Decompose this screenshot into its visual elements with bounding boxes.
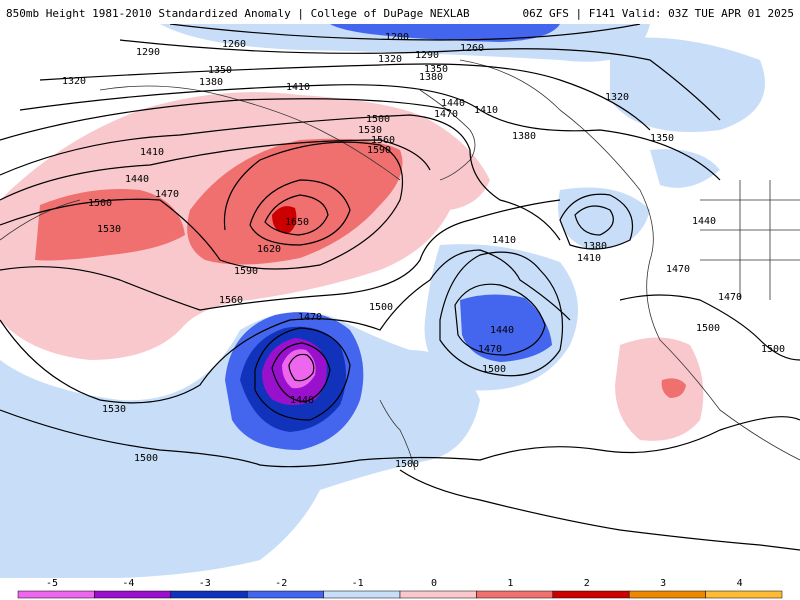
- contour-label: 1410: [140, 147, 164, 158]
- colorbar-tick-label: -1: [352, 578, 364, 589]
- contour-label: 1470: [298, 312, 322, 323]
- contour-label: 1410: [286, 82, 310, 93]
- contour-label: 1440: [125, 174, 149, 185]
- colorbar-segment: [399, 590, 477, 599]
- colorbar-tick-label: 3: [660, 578, 666, 589]
- contour-label: 1350: [208, 65, 232, 76]
- contour-label: 1260: [460, 43, 484, 54]
- colorbar-segment: [628, 590, 706, 599]
- contour-label: 1260: [222, 39, 246, 50]
- contour-label: 1470: [666, 264, 690, 275]
- contour-label: 1500: [482, 364, 506, 375]
- run-info: 06Z GFS | F141 Valid: 03Z TUE APR 01 202…: [522, 7, 794, 20]
- contour-label: 1590: [367, 145, 391, 156]
- colorbar-tick-label: 4: [737, 578, 743, 589]
- contour-label: 1380: [512, 131, 536, 142]
- contour-label: 1410: [474, 105, 498, 116]
- contour-label: 1320: [62, 76, 86, 87]
- contour-label: 1530: [358, 125, 382, 136]
- coastlines: [0, 59, 800, 471]
- colorbar-tick-label: 1: [507, 578, 513, 589]
- contour-label: 1200: [385, 32, 409, 43]
- contour-label: 1320: [378, 54, 402, 65]
- contour-label: 1290: [415, 50, 439, 61]
- contour-label: 1500: [696, 323, 720, 334]
- contour-label: 1350: [424, 64, 448, 75]
- colorbar-segment: [94, 590, 172, 599]
- height-contours: [0, 23, 800, 551]
- contour-label: 1650: [285, 217, 309, 228]
- contour-label: 1380: [583, 241, 607, 252]
- colorbar-segment: [705, 590, 783, 599]
- contour-label: 1500: [134, 453, 158, 464]
- contour-label: 1590: [234, 266, 258, 277]
- contour-label: 1410: [577, 253, 601, 264]
- contour-label: 1440: [490, 325, 514, 336]
- colorbar: -5-4-3-2-1012345: [17, 578, 783, 599]
- colorbar-tick-label: -4: [122, 578, 134, 589]
- colorbar-segment: [17, 590, 95, 599]
- contour-label: 1440: [290, 395, 314, 406]
- map-title: 850mb Height 1981-2010 Standardized Anom…: [6, 7, 470, 20]
- colorbar-segment: [323, 590, 401, 599]
- contour-label: 1350: [650, 133, 674, 144]
- contour-label: 1500: [369, 302, 393, 313]
- colorbar-tick-label: 2: [584, 578, 590, 589]
- contour-label: 1320: [605, 92, 629, 103]
- contour-labels: 1200 1260 1260 1290 1290 1320 1320 1320 …: [62, 32, 785, 470]
- colorbar-segment: [246, 590, 324, 599]
- header: 850mb Height 1981-2010 Standardized Anom…: [0, 0, 800, 24]
- positive-anomaly-2sd: [35, 138, 686, 398]
- contour-label: 1530: [102, 404, 126, 415]
- colorbar-segment: [552, 590, 630, 599]
- contour-label: 1560: [219, 295, 243, 306]
- colorbar-segment: [476, 590, 554, 599]
- contour-label: 1500: [88, 198, 112, 209]
- contour-label: 1380: [199, 77, 223, 88]
- contour-label: 1530: [97, 224, 121, 235]
- contour-label: 1500: [366, 114, 390, 125]
- colorbar-tick-label: -3: [199, 578, 211, 589]
- colorbar-segment: [170, 590, 248, 599]
- colorbar-tick-label: -2: [275, 578, 287, 589]
- contour-label: 1440: [441, 98, 465, 109]
- contour-label: 1620: [257, 244, 281, 255]
- contour-label: 1470: [718, 292, 742, 303]
- colorbar-tick-label: -5: [46, 578, 58, 589]
- contour-label: 1500: [761, 344, 785, 355]
- contour-label: 1470: [478, 344, 502, 355]
- contour-label: 1290: [136, 47, 160, 58]
- contour-label: 1380: [419, 72, 443, 83]
- contour-label: 1470: [434, 109, 458, 120]
- contour-label: 1410: [492, 235, 516, 246]
- contour-label: 1470: [155, 189, 179, 200]
- colorbar-tick-label: 0: [431, 578, 437, 589]
- contour-label: 1500: [395, 459, 419, 470]
- positive-anomaly-3sd: [272, 206, 297, 234]
- contour-label: 1560: [371, 135, 395, 146]
- contour-label: 1440: [692, 216, 716, 227]
